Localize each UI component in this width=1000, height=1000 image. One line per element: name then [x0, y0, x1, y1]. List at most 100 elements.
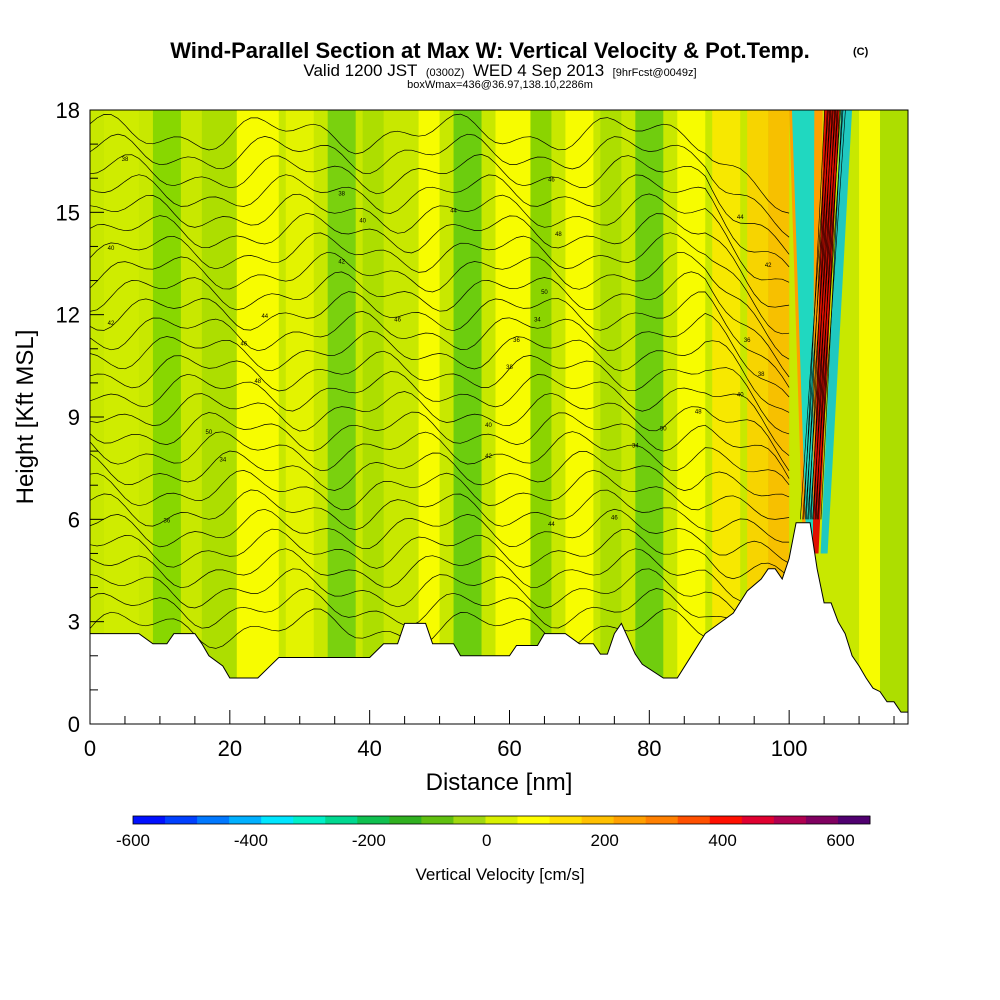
velocity-band [747, 110, 769, 724]
colorbar-title: Vertical Velocity [cm/s] [415, 865, 584, 884]
colorbar-swatch [421, 816, 454, 824]
theta-contour [90, 528, 790, 580]
theta-contour [90, 431, 790, 486]
contour-label: 42 [108, 321, 115, 327]
colorbar-swatch [453, 816, 486, 824]
theta-contour [90, 469, 790, 520]
contour-label: 50 [206, 430, 213, 436]
colorbar-swatch [485, 816, 519, 824]
theta-contour [90, 568, 790, 624]
colorbar-swatch [805, 816, 839, 824]
contour-label: 42 [338, 260, 345, 266]
plot-area: 38 40 42 44 46 48 50 34 36 38 40 42 44 46 48 50 34 36 38 40… [90, 110, 908, 724]
updraft-plume [90, 110, 853, 724]
y-tick-label: 15 [56, 200, 80, 225]
velocity-band [418, 110, 440, 724]
chart-subtitle-box: boxWmax=436@36.97,138.10,2286m [407, 79, 593, 91]
colorbar-frame [132, 815, 871, 825]
contour-label: 40 [108, 246, 115, 252]
plume-contour [820, 110, 843, 520]
velocity-band [103, 110, 139, 724]
colorbar-tick-label: -200 [352, 831, 386, 850]
contour-label: 44 [548, 522, 555, 528]
y-axis: 0 3 6 9 12 15 18 [56, 98, 104, 737]
chart-subtitle: Valid 1200 JST (0300Z) WED 4 Sep 2013 [9… [303, 61, 696, 80]
colorbar-tick-label: 0 [482, 831, 491, 850]
plume-contour [803, 110, 826, 520]
subtitle-utc: (0300Z) [426, 67, 465, 79]
subtitle-date: WED 4 Sep 2013 [473, 61, 604, 80]
velocity-band [201, 110, 237, 724]
y-tick-label: 12 [56, 303, 80, 328]
contour-labels: 38 40 42 44 46 48 50 34 36 38 40 42 44 46 48 50 34 36 38 40… [108, 157, 773, 528]
theta-contour [90, 291, 790, 388]
plume-contour [813, 110, 835, 520]
contour-label: 34 [219, 457, 226, 463]
x-tick-label: 60 [497, 736, 521, 761]
y-tick-label: 0 [68, 712, 80, 737]
velocity-band [152, 110, 181, 724]
contour-label: 34 [632, 444, 639, 450]
contour-label: 42 [765, 263, 772, 269]
contour-label: 38 [122, 157, 129, 163]
colorbar-swatch [133, 816, 166, 824]
velocity-band [327, 110, 356, 724]
contour-label: 38 [758, 372, 765, 378]
colorbar-swatch [261, 816, 294, 824]
theta-contour [90, 350, 790, 435]
y-tick-label: 9 [68, 405, 80, 430]
colorbar-swatch [677, 816, 711, 824]
colorbar-swatch [837, 816, 871, 824]
theta-contour [90, 133, 790, 238]
x-tick-label: 100 [771, 736, 808, 761]
theta-contour [90, 608, 790, 665]
x-tick-label: 20 [218, 736, 242, 761]
colorbar-swatch [613, 816, 647, 824]
theta-contour [90, 450, 790, 498]
theta-contour [90, 212, 790, 308]
x-tick-label: 0 [84, 736, 96, 761]
plume-downdraft-right [820, 110, 853, 554]
subtitle-forecast: [9hrFcst@0049z] [613, 67, 697, 79]
terrain [90, 522, 908, 724]
x-axis: 0 20 40 60 80 100 [84, 710, 895, 761]
colorbar-swatch [517, 816, 551, 824]
colorbar-swatch [293, 816, 326, 824]
x-tick-label: 40 [357, 736, 381, 761]
contour-label: 48 [555, 232, 562, 238]
contour-label: 46 [611, 515, 618, 521]
x-axis-label: Distance [nm] [426, 769, 573, 796]
velocity-band [495, 110, 531, 724]
colorbar-tick-label: 600 [826, 831, 854, 850]
colorbar-swatch [645, 816, 679, 824]
theta-contour [90, 113, 790, 214]
plume-contour [815, 110, 838, 520]
x-tick-label: 80 [637, 736, 661, 761]
theta-contour [90, 331, 790, 413]
contour-label: 44 [261, 314, 268, 320]
contour-label: 40 [485, 423, 492, 429]
colorbar-swatch [549, 816, 583, 824]
colorbar-tick-label: 200 [590, 831, 618, 850]
contour-label: 36 [744, 338, 751, 344]
contour-label: 46 [240, 341, 247, 347]
colorbar-tick-label: -400 [234, 831, 268, 850]
theta-contour [90, 489, 790, 543]
theta-contour [90, 411, 790, 479]
contour-label: 46 [548, 178, 555, 184]
plume-downdraft [791, 110, 815, 554]
contour-label: 38 [338, 191, 345, 197]
colorbar-swatch [741, 816, 775, 824]
theta-contour [90, 391, 790, 471]
velocity-band [677, 110, 706, 724]
y-tick-label: 18 [56, 98, 80, 123]
contour-label: 40 [359, 219, 366, 225]
contour-label: 40 [737, 393, 744, 399]
theta-contour [90, 232, 790, 335]
contour-label: 36 [164, 519, 171, 525]
contour-label: 46 [394, 317, 401, 323]
theta-contour [90, 174, 790, 268]
contour-label: 50 [660, 427, 667, 433]
subtitle-valid: Valid 1200 JST [303, 61, 417, 80]
